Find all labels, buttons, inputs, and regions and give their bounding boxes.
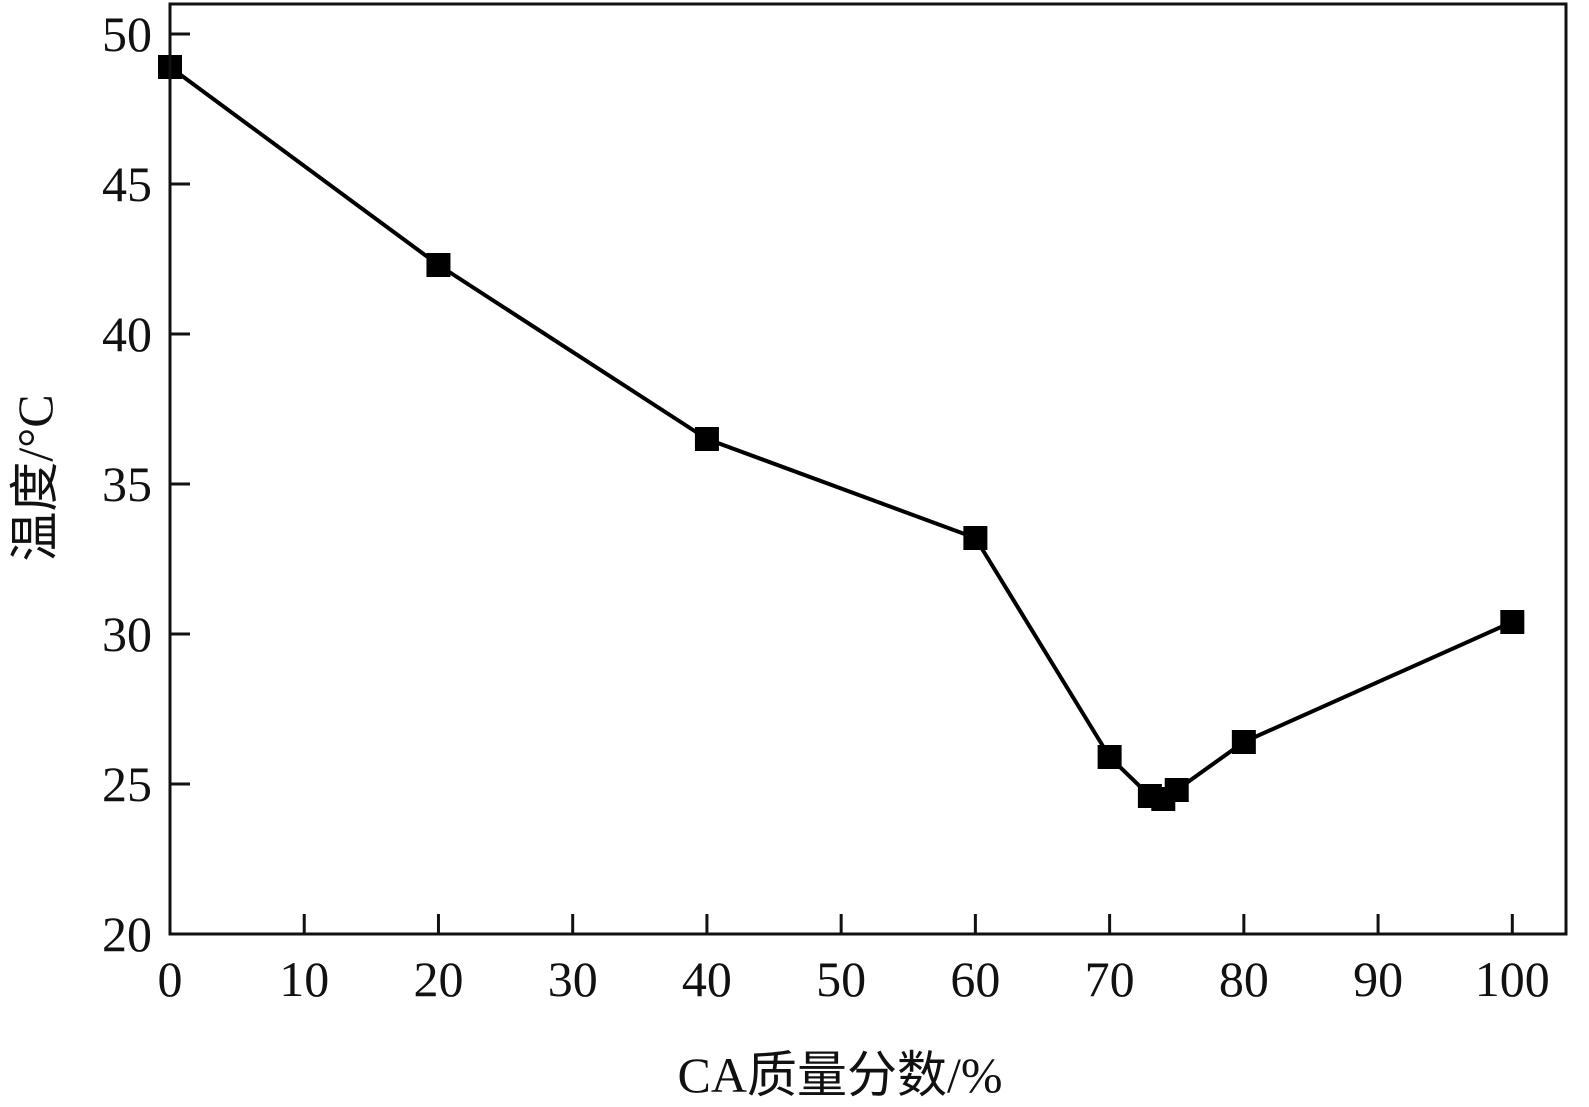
data-point-marker: [1231, 730, 1256, 754]
x-tick-label: 10: [279, 951, 329, 1007]
y-tick-label: 50: [102, 6, 152, 62]
plot-frame: [168, 2, 1568, 936]
x-tick-label: 20: [413, 951, 463, 1007]
y-tick-label: 30: [102, 606, 152, 662]
x-tick-label: 70: [1085, 951, 1135, 1007]
data-point-marker: [1500, 610, 1525, 634]
x-tick-label: 80: [1219, 951, 1269, 1007]
data-point-marker: [426, 253, 451, 277]
y-tick-label: 45: [102, 156, 152, 212]
x-tick-label: 90: [1353, 951, 1403, 1007]
data-point-marker: [694, 427, 719, 451]
y-tick-label: 20: [102, 906, 152, 962]
x-tick-label: 40: [682, 951, 732, 1007]
x-tick-label: 100: [1475, 951, 1550, 1007]
x-tick-label: 60: [950, 951, 1000, 1007]
marks-layer: [158, 55, 1525, 811]
data-point-marker: [1164, 778, 1189, 802]
axes-layer: 0 10 20 30 40 50 60 70 80 90 100 20 25 30 35 40 45 50: [102, 2, 1568, 1007]
x-axis-title: CA质量分数/%: [678, 1047, 1003, 1103]
y-tick-label: 35: [102, 456, 152, 512]
data-point-marker: [1097, 745, 1122, 769]
x-tick-label: 0: [158, 951, 183, 1007]
x-tick-label: 50: [816, 951, 866, 1007]
y-tick-label: 25: [102, 756, 152, 812]
y-axis-title: 温度/°C: [7, 394, 63, 561]
x-tick-label: 30: [548, 951, 598, 1007]
data-point-marker: [963, 526, 988, 550]
series-line: [168, 65, 1514, 801]
y-tick-label: 40: [102, 306, 152, 362]
